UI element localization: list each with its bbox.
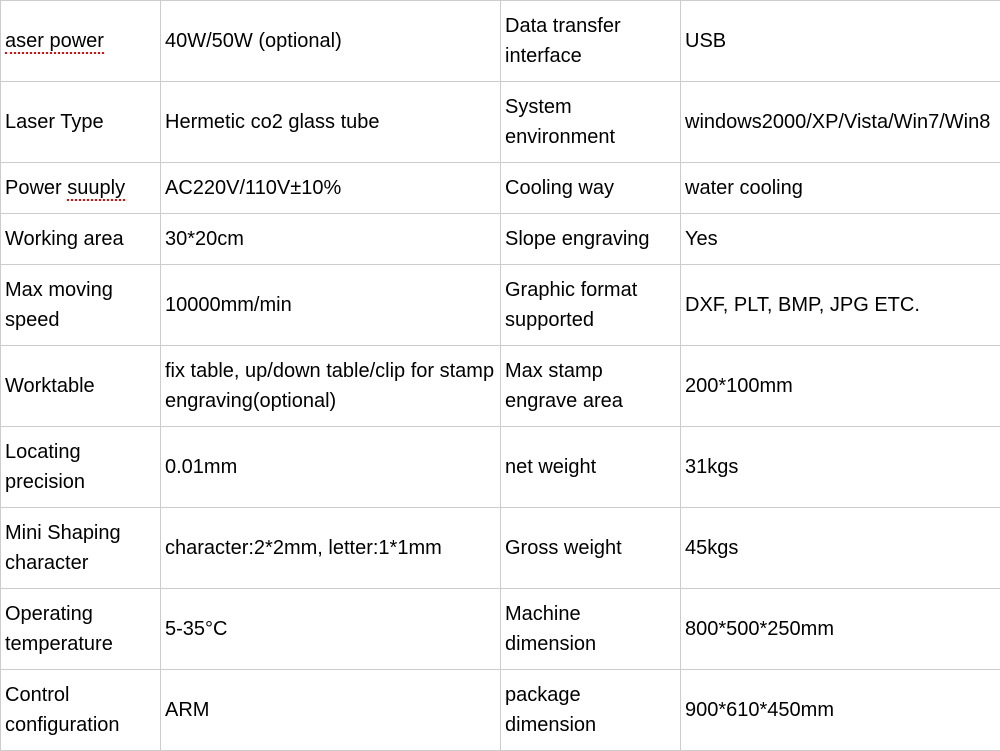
- table-row: Power suuply AC220V/110V±10% Cooling way…: [1, 163, 1000, 214]
- cell-value: character:2*2mm, letter:1*1mm: [161, 508, 501, 589]
- table-row: Control configuration ARM package dimens…: [1, 670, 1000, 751]
- cell-label: net weight: [501, 427, 681, 508]
- cell-value: 5-35°C: [161, 589, 501, 670]
- spec-table: aser power 40W/50W (optional) Data trans…: [0, 0, 1000, 751]
- cell-label: Working area: [1, 214, 161, 265]
- cell-label: Locating precision: [1, 427, 161, 508]
- cell-value: 0.01mm: [161, 427, 501, 508]
- cell-value: water cooling: [681, 163, 1000, 214]
- cell-label: Worktable: [1, 346, 161, 427]
- cell-value: Yes: [681, 214, 1000, 265]
- cell-value: 200*100mm: [681, 346, 1000, 427]
- table-row: aser power 40W/50W (optional) Data trans…: [1, 1, 1000, 82]
- table-row: Mini Shaping character character:2*2mm, …: [1, 508, 1000, 589]
- cell-label: Gross weight: [501, 508, 681, 589]
- cell-label: Max stamp engrave area: [501, 346, 681, 427]
- cell-value: 31kgs: [681, 427, 1000, 508]
- cell-label: Laser Type: [1, 82, 161, 163]
- cell-value: 800*500*250mm: [681, 589, 1000, 670]
- cell-value: fix table, up/down table/clip for stamp …: [161, 346, 501, 427]
- cell-value: 45kgs: [681, 508, 1000, 589]
- cell-value: 10000mm/min: [161, 265, 501, 346]
- table-row: Locating precision 0.01mm net weight 31k…: [1, 427, 1000, 508]
- cell-value: 40W/50W (optional): [161, 1, 501, 82]
- cell-value: 30*20cm: [161, 214, 501, 265]
- cell-label: Slope engraving: [501, 214, 681, 265]
- table-row: Laser Type Hermetic co2 glass tube Syste…: [1, 82, 1000, 163]
- cell-value: windows2000/XP/Vista/Win7/Win8: [681, 82, 1000, 163]
- cell-value: USB: [681, 1, 1000, 82]
- cell-value: ARM: [161, 670, 501, 751]
- table-row: Operating temperature 5-35°C Machine dim…: [1, 589, 1000, 670]
- cell-label: Max moving speed: [1, 265, 161, 346]
- cell-text-pre: Power: [5, 177, 67, 199]
- cell-value: Hermetic co2 glass tube: [161, 82, 501, 163]
- spec-table-body: aser power 40W/50W (optional) Data trans…: [1, 1, 1000, 751]
- cell-value: 900*610*450mm: [681, 670, 1000, 751]
- cell-label: Cooling way: [501, 163, 681, 214]
- table-row: Max moving speed 10000mm/min Graphic for…: [1, 265, 1000, 346]
- cell-label: package dimension: [501, 670, 681, 751]
- cell-label: Mini Shaping character: [1, 508, 161, 589]
- cell-label: Power suuply: [1, 163, 161, 214]
- table-row: Working area 30*20cm Slope engraving Yes: [1, 214, 1000, 265]
- table-row: Worktable fix table, up/down table/clip …: [1, 346, 1000, 427]
- cell-label: Data transfer interface: [501, 1, 681, 82]
- cell-label: Graphic format supported: [501, 265, 681, 346]
- cell-label: Control configuration: [1, 670, 161, 751]
- cell-value: AC220V/110V±10%: [161, 163, 501, 214]
- misspelled-text: suuply: [67, 177, 125, 201]
- cell-label: aser power: [1, 1, 161, 82]
- cell-label: Operating temperature: [1, 589, 161, 670]
- cell-label: System environment: [501, 82, 681, 163]
- cell-value: DXF, PLT, BMP, JPG ETC.: [681, 265, 1000, 346]
- misspelled-text: aser power: [5, 30, 104, 54]
- cell-label: Machine dimension: [501, 589, 681, 670]
